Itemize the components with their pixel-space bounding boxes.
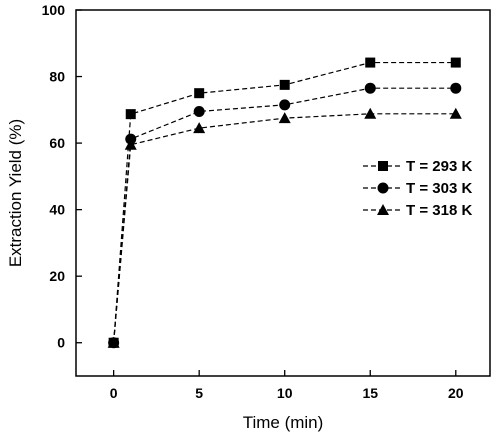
- data-point: [279, 99, 291, 111]
- data-point: [450, 57, 461, 68]
- data-point: [450, 82, 462, 94]
- data-point: [365, 57, 376, 68]
- y-tick-label: 40: [49, 202, 65, 218]
- data-point: [278, 112, 291, 124]
- legend-label: T = 303 K: [406, 180, 472, 197]
- plot-area: [75, 9, 491, 377]
- y-tick-label: 60: [49, 135, 65, 151]
- x-tick-label: 0: [110, 385, 118, 401]
- x-tick-label: 10: [277, 385, 293, 401]
- series-line: [113, 87, 456, 343]
- legend-label: T = 318 K: [406, 202, 472, 219]
- legend-label: T = 293 K: [406, 158, 472, 175]
- data-point: [125, 109, 136, 120]
- y-tick-label: 80: [49, 69, 65, 85]
- data-point: [193, 122, 206, 134]
- y-axis-title: Extraction Yield (%): [6, 119, 25, 267]
- y-tick-label: 100: [42, 2, 66, 18]
- series-triangle: [107, 107, 462, 348]
- x-axis-ticks: 0 5 10 15 20: [110, 370, 464, 401]
- plot-frame: [75, 9, 491, 377]
- data-point: [107, 336, 120, 348]
- data-point: [193, 105, 205, 117]
- data-point: [364, 107, 377, 119]
- data-point: [194, 88, 205, 99]
- data-point: [279, 79, 290, 90]
- y-axis-ticks: 0 20 40 60 80 100: [42, 2, 82, 351]
- data-point: [364, 82, 376, 94]
- legend-marker: [377, 204, 389, 215]
- x-tick-label: 5: [195, 385, 203, 401]
- series-layer: [107, 57, 462, 349]
- series-line: [113, 61, 456, 343]
- y-tick-label: 20: [49, 268, 65, 284]
- legend-item: T = 303 K: [363, 180, 472, 197]
- y-tick-label: 0: [57, 335, 65, 351]
- series-line: [113, 113, 456, 343]
- legend-marker: [377, 182, 389, 194]
- legend-item: T = 293 K: [363, 158, 472, 175]
- data-point: [449, 107, 462, 119]
- x-axis-title: Time (min): [243, 413, 324, 432]
- x-tick-label: 20: [448, 385, 464, 401]
- x-tick-label: 15: [362, 385, 378, 401]
- data-point: [124, 138, 137, 150]
- legend-marker: [378, 161, 388, 171]
- legend-item: T = 318 K: [363, 202, 472, 219]
- legend: T = 293 K T = 303 K T = 318 K: [363, 158, 472, 219]
